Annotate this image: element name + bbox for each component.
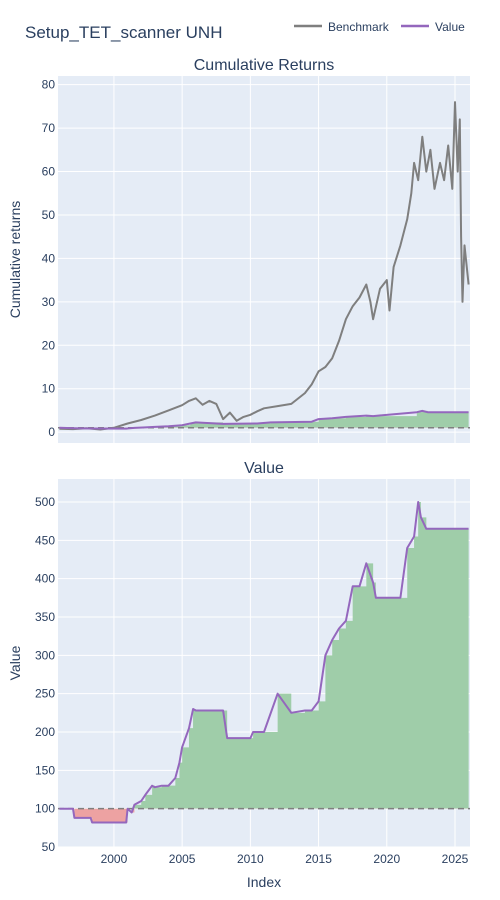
value-y-tick-label: 400	[35, 572, 55, 586]
value-y-tick-label: 350	[35, 610, 55, 624]
cumulative-returns-y-tick-label: 80	[42, 78, 56, 92]
value-y-tick-label: 450	[35, 533, 55, 547]
cumulative-returns-y-tick-label: 50	[42, 208, 56, 222]
cumulative-returns-panel: 0 10 20 30 40 50 60 70 80 Cumulative Returns Cumul…	[7, 57, 470, 443]
cumulative-returns-value-line	[59, 409, 469, 430]
value-x-tick-label: 2000	[101, 852, 128, 866]
value-loss-area	[59, 808, 469, 823]
value-x-tick-label: 2005	[169, 852, 196, 866]
cumulative-returns-subplot-title: Cumulative Returns	[194, 57, 335, 74]
cumulative-returns-y-tick-label: 70	[42, 121, 56, 135]
value-panel: 50 100 150 200 250 300 350 400 450 500 2000 2005 201…	[7, 460, 470, 866]
cumulative-returns-plot	[58, 101, 470, 431]
cumulative-returns-y-tick-label: 30	[42, 295, 56, 309]
value-gain-area	[134, 502, 469, 809]
value-x-tick-label: 2010	[237, 852, 264, 866]
value-x-tick-label: 2020	[373, 852, 400, 866]
cumulative-returns-plot-area	[58, 76, 470, 443]
cumulative-returns-gain-area	[145, 410, 469, 428]
value-y-tick-label: 50	[42, 840, 56, 854]
legend[interactable]: Benchmark Value	[294, 20, 465, 34]
value-y-tick-label: 150	[35, 763, 55, 777]
legend-benchmark-label[interactable]: Benchmark	[328, 20, 390, 34]
value-y-tick-label: 200	[35, 725, 55, 739]
value-y-tick-label: 100	[35, 802, 55, 816]
x-axis-title: Index	[247, 874, 281, 890]
value-y-axis-title: Value	[7, 645, 23, 680]
value-subplot-title: Value	[244, 460, 284, 477]
cumulative-returns-y-tick-label: 0	[48, 425, 55, 439]
cumulative-returns-y-tick-label: 20	[42, 338, 56, 352]
cumulative-returns-y-tick-label: 60	[42, 165, 56, 179]
cumulative-returns-benchmark-line	[59, 101, 470, 431]
cumulative-returns-y-tick-label: 10	[42, 382, 56, 396]
value-x-tick-label: 2025	[442, 852, 469, 866]
cumulative-returns-y-tick-label: 40	[42, 251, 56, 265]
value-y-tick-label: 500	[35, 495, 55, 509]
figure-title: Setup_TET_scanner UNH	[25, 23, 222, 42]
value-y-tick-label: 300	[35, 648, 55, 662]
value-y-tick-label: 250	[35, 687, 55, 701]
legend-value-label[interactable]: Value	[435, 20, 465, 34]
value-x-tick-label: 2015	[305, 852, 332, 866]
value-plot	[58, 501, 470, 824]
value-value-line	[59, 501, 469, 824]
cumulative-returns-y-axis-title: Cumulative returns	[7, 201, 23, 319]
